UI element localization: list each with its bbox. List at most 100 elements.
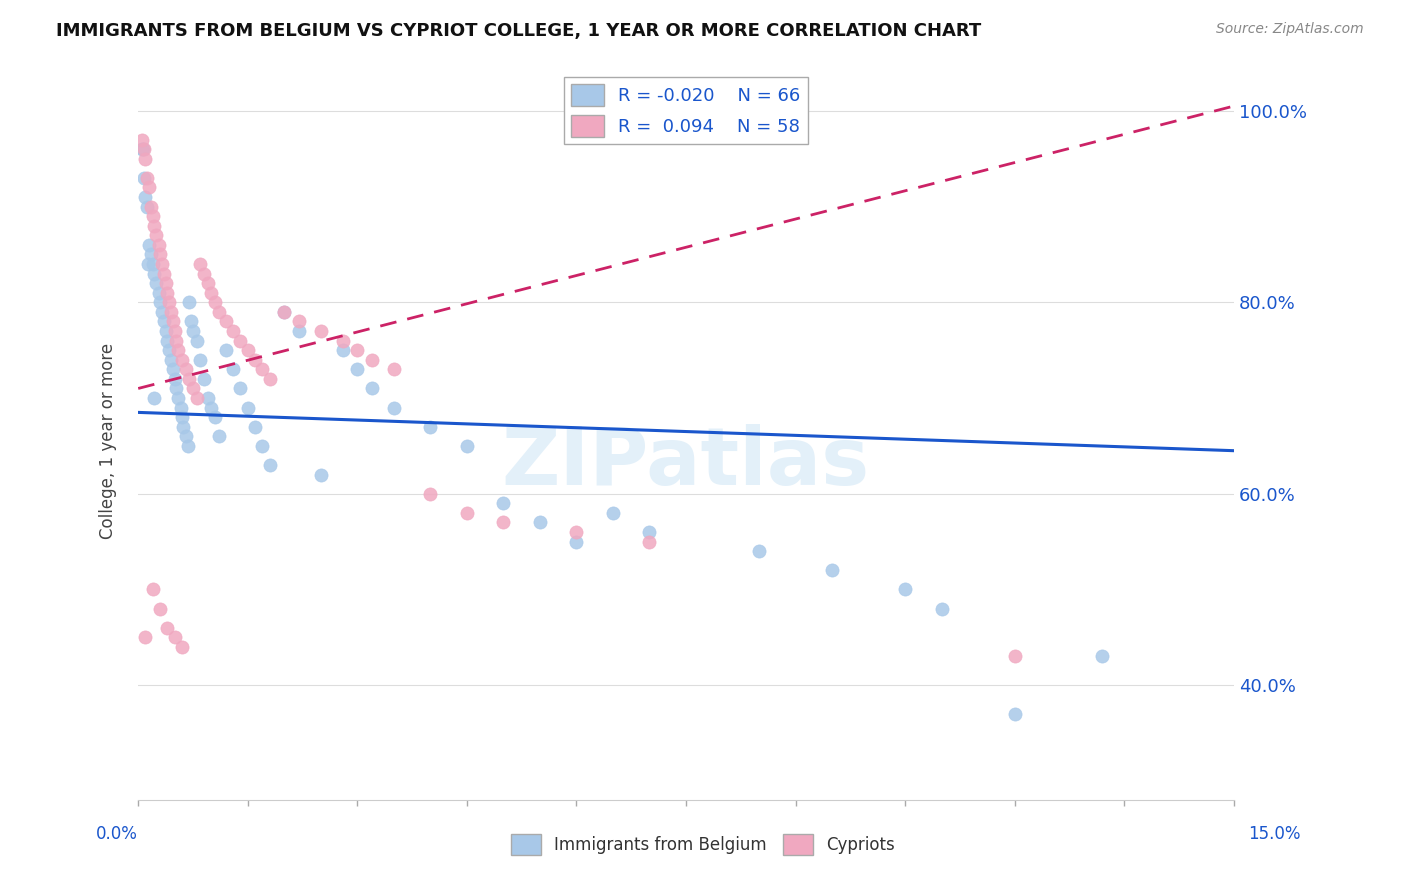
Point xyxy=(821,563,844,577)
Point xyxy=(309,324,332,338)
Point xyxy=(259,458,281,472)
Point xyxy=(638,534,661,549)
Point xyxy=(229,382,252,396)
Point xyxy=(236,343,259,358)
Point xyxy=(186,334,208,348)
Point xyxy=(132,142,155,156)
Point xyxy=(136,200,159,214)
Point xyxy=(529,516,551,530)
Point xyxy=(215,343,238,358)
Point xyxy=(361,382,384,396)
Point xyxy=(288,324,311,338)
Point xyxy=(200,285,222,300)
Point xyxy=(204,295,226,310)
Point xyxy=(243,352,266,367)
Point xyxy=(456,439,478,453)
Point xyxy=(138,180,160,194)
Point xyxy=(165,334,187,348)
Point xyxy=(181,324,204,338)
Point xyxy=(382,401,405,415)
Legend: Immigrants from Belgium, Cypriots: Immigrants from Belgium, Cypriots xyxy=(503,828,903,862)
Text: 0.0%: 0.0% xyxy=(96,825,138,843)
Point xyxy=(162,362,184,376)
Point xyxy=(492,516,515,530)
Point xyxy=(204,410,226,425)
Point xyxy=(180,314,202,328)
Point xyxy=(179,372,201,386)
Point xyxy=(177,439,200,453)
Point xyxy=(157,295,180,310)
Point xyxy=(332,334,354,348)
Point xyxy=(207,305,229,319)
Point xyxy=(252,362,274,376)
Point xyxy=(492,496,515,510)
Point xyxy=(456,506,478,520)
Point xyxy=(163,324,186,338)
Point xyxy=(1004,706,1026,721)
Legend: R = -0.020    N = 66, R =  0.094    N = 58: R = -0.020 N = 66, R = 0.094 N = 58 xyxy=(564,77,808,145)
Point xyxy=(243,419,266,434)
Point xyxy=(141,247,163,261)
Point xyxy=(419,487,441,501)
Point xyxy=(273,305,295,319)
Point xyxy=(382,362,405,376)
Point xyxy=(346,362,368,376)
Point xyxy=(174,429,197,443)
Point xyxy=(174,362,197,376)
Point xyxy=(145,228,167,243)
Point xyxy=(167,391,190,405)
Point xyxy=(193,267,215,281)
Point xyxy=(288,314,311,328)
Point xyxy=(197,276,219,290)
Point xyxy=(136,257,159,271)
Point xyxy=(138,238,160,252)
Point xyxy=(259,372,281,386)
Point xyxy=(170,410,193,425)
Point xyxy=(157,343,180,358)
Point xyxy=(602,506,624,520)
Point xyxy=(142,582,165,597)
Point xyxy=(155,324,177,338)
Point xyxy=(160,352,183,367)
Point xyxy=(156,285,179,300)
Point xyxy=(197,391,219,405)
Text: IMMIGRANTS FROM BELGIUM VS CYPRIOT COLLEGE, 1 YEAR OR MORE CORRELATION CHART: IMMIGRANTS FROM BELGIUM VS CYPRIOT COLLE… xyxy=(56,22,981,40)
Point xyxy=(134,631,156,645)
Point xyxy=(1091,649,1114,664)
Point xyxy=(188,257,211,271)
Text: 15.0%: 15.0% xyxy=(1249,825,1301,843)
Point xyxy=(149,247,172,261)
Point xyxy=(748,544,770,558)
Point xyxy=(143,219,166,233)
Point xyxy=(131,142,153,156)
Point xyxy=(346,343,368,358)
Point xyxy=(565,534,588,549)
Point xyxy=(134,190,156,204)
Point xyxy=(131,132,153,146)
Point xyxy=(169,401,191,415)
Point xyxy=(207,429,229,443)
Point xyxy=(931,601,953,615)
Point xyxy=(200,401,222,415)
Point xyxy=(148,285,170,300)
Point xyxy=(145,276,167,290)
Point xyxy=(150,257,173,271)
Point xyxy=(142,257,165,271)
Point xyxy=(172,419,194,434)
Point xyxy=(148,238,170,252)
Point xyxy=(309,467,332,482)
Point xyxy=(167,343,190,358)
Point xyxy=(181,382,204,396)
Point xyxy=(156,334,179,348)
Text: Source: ZipAtlas.com: Source: ZipAtlas.com xyxy=(1216,22,1364,37)
Point xyxy=(252,439,274,453)
Point xyxy=(170,352,193,367)
Point xyxy=(149,295,172,310)
Point xyxy=(193,372,215,386)
Point xyxy=(565,524,588,539)
Point xyxy=(156,621,179,635)
Point xyxy=(170,640,193,654)
Text: ZIPatlas: ZIPatlas xyxy=(502,424,870,501)
Point xyxy=(152,314,174,328)
Point xyxy=(419,419,441,434)
